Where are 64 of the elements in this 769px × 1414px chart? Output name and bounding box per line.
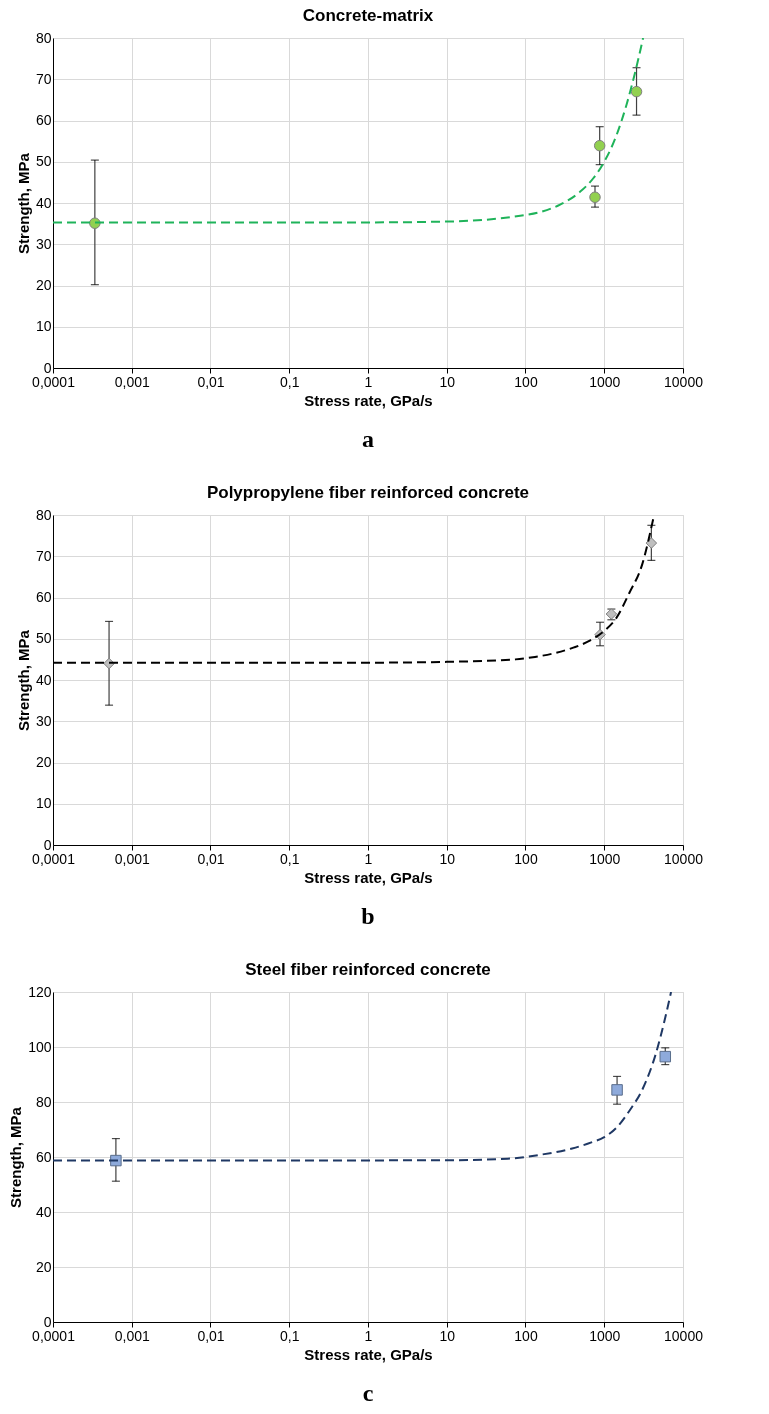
- x-tick-label: 1: [364, 373, 373, 390]
- x-tick-label: 10: [439, 373, 456, 390]
- x-tick-label: 0,0001: [32, 373, 76, 390]
- y-axis-title: Strength, MPa: [7, 1106, 25, 1208]
- x-tick-label: 10000: [664, 850, 704, 867]
- x-tick-label: 0,1: [280, 850, 300, 867]
- x-tick-label: 1: [364, 1327, 373, 1344]
- y-tick-label: 60: [35, 589, 52, 605]
- x-tick-label: 100: [514, 850, 538, 867]
- y-tick-label: 30: [35, 712, 52, 729]
- text: c: [362, 1380, 374, 1406]
- y-tick-label: 20: [35, 1258, 52, 1275]
- y-tick-label: 120: [28, 983, 52, 1000]
- y-tick-label: 40: [35, 671, 52, 688]
- x-tick-label: 10: [439, 850, 456, 867]
- x-tick-label: 0,0001: [32, 850, 76, 867]
- x-axis-title: Stress rate, GPa/s: [304, 868, 433, 886]
- x-tick-label: 1: [364, 850, 373, 867]
- x-axis-title: Stress rate, GPa/s: [304, 391, 433, 409]
- chart-title: Steel fiber reinforced concrete: [245, 960, 491, 979]
- x-tick-label: 0,1: [280, 373, 300, 390]
- x-tick-label: 100: [514, 373, 538, 390]
- y-tick-label: 0: [43, 836, 52, 853]
- y-tick-label: 100: [28, 1038, 52, 1055]
- text: a: [362, 426, 374, 452]
- x-tick-label: 0,01: [197, 1327, 225, 1344]
- y-tick-label: 10: [35, 318, 52, 335]
- chart-title: Concrete-matrix: [302, 6, 434, 25]
- y-tick-label: 0: [43, 1313, 52, 1330]
- x-tick-label: 0,1: [280, 1327, 300, 1344]
- y-tick-label: 80: [35, 29, 52, 46]
- x-tick-label: 0,0001: [32, 1327, 76, 1344]
- x-tick-label: 1000: [589, 850, 621, 867]
- x-tick-label: 100: [514, 1327, 538, 1344]
- text: b: [361, 903, 375, 929]
- x-tick-label: 0,001: [114, 373, 150, 390]
- x-tick-label: 1000: [589, 373, 621, 390]
- y-tick-label: 30: [35, 235, 52, 252]
- x-tick-label: 10: [439, 1327, 456, 1344]
- y-tick-label: 50: [35, 153, 52, 170]
- y-tick-label: 60: [35, 112, 52, 128]
- x-tick-label: 0,001: [114, 850, 150, 867]
- y-tick-label: 70: [35, 547, 52, 564]
- y-axis-title: Strength, MPa: [14, 629, 32, 731]
- x-tick-label: 10000: [664, 1327, 704, 1344]
- y-tick-label: 80: [35, 506, 52, 523]
- y-tick-label: 20: [35, 754, 52, 770]
- y-tick-label: 10: [35, 795, 52, 812]
- y-tick-label: 40: [35, 1203, 52, 1220]
- x-tick-label: 0,01: [197, 373, 225, 390]
- x-axis-title: Stress rate, GPa/s: [304, 1345, 433, 1363]
- x-tick-label: 0,01: [197, 850, 225, 867]
- y-tick-label: 50: [35, 630, 52, 647]
- y-tick-label: 20: [35, 277, 52, 293]
- y-tick-label: 60: [35, 1148, 52, 1165]
- y-tick-label: 0: [43, 359, 52, 376]
- y-tick-label: 70: [35, 70, 52, 87]
- x-tick-label: 10000: [664, 373, 704, 390]
- y-tick-label: 40: [35, 194, 52, 211]
- x-tick-label: 1000: [589, 1327, 621, 1344]
- chart-title: Polypropylene fiber reinforced concrete: [206, 483, 530, 502]
- y-tick-label: 80: [35, 1093, 52, 1110]
- y-axis-title: Strength, MPa: [14, 152, 32, 254]
- x-tick-label: 0,001: [114, 1327, 150, 1344]
